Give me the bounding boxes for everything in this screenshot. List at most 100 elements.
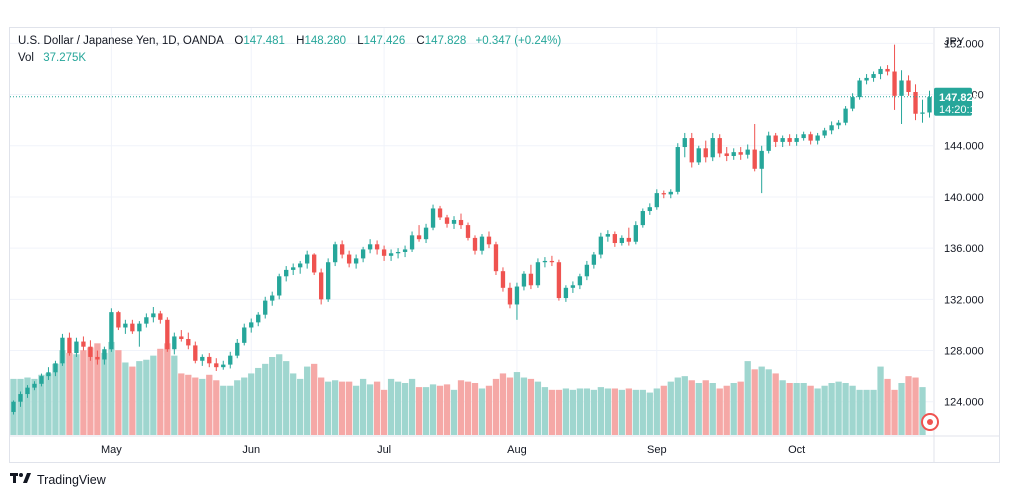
x-tick-label: Aug [507, 444, 527, 456]
candle-body [193, 345, 198, 361]
volume-bar [325, 381, 332, 435]
volume-bar [513, 372, 521, 435]
y-tick-label: 132.000 [944, 294, 984, 306]
candle-body [612, 234, 618, 244]
candle-body [703, 148, 708, 158]
y-tick-label: 124.000 [944, 397, 984, 409]
candle-body [787, 138, 792, 142]
volume-bar [366, 384, 374, 435]
candle-body [892, 71, 897, 96]
volume-bar [520, 377, 528, 435]
volume-bar [304, 366, 311, 435]
x-tick-label: Jul [377, 444, 391, 456]
candle-body [228, 355, 233, 365]
change-value: +0.347 (+0.24%) [475, 35, 562, 47]
high-value: 148.280 [304, 35, 347, 47]
volume-bar [87, 347, 94, 435]
volume-bar [115, 350, 122, 435]
close-label: C [416, 35, 425, 47]
volume-bar [241, 377, 248, 435]
candle-body [864, 77, 869, 81]
candle-body [472, 237, 478, 251]
volume-bar [408, 378, 416, 435]
candle-body [563, 287, 569, 299]
volume-bar [80, 350, 87, 435]
candle-body [647, 207, 652, 212]
candle-body [801, 134, 806, 139]
last-price-value: 147.828 [939, 92, 979, 104]
candle-body [423, 227, 429, 240]
volume-bar [835, 381, 842, 435]
tradingview-brand: TradingView [37, 472, 106, 487]
volume-bar [667, 381, 674, 435]
candle-body [479, 236, 485, 251]
candle-body [88, 346, 93, 357]
volume-bar [52, 363, 59, 435]
volume-bar [318, 377, 325, 435]
candle-body [360, 249, 366, 259]
volume-bar [548, 389, 556, 435]
volume-bar [443, 384, 451, 435]
volume-bar [450, 389, 458, 435]
volume-bar [401, 383, 409, 435]
candle-body [130, 323, 135, 332]
candle-body [437, 208, 443, 218]
volume-bar [639, 389, 646, 435]
candle-body [591, 254, 597, 265]
candle-body [570, 285, 576, 288]
candle-body [95, 356, 100, 360]
volume-bar [101, 352, 108, 435]
candle-body [263, 300, 268, 315]
candle-body [298, 263, 303, 268]
volume-bar [269, 357, 276, 435]
candle-body [367, 244, 373, 250]
candle-body [395, 251, 401, 254]
volume-bar [373, 381, 381, 435]
y-tick-label: 140.000 [944, 192, 984, 204]
candle-body [318, 272, 324, 300]
volume-bar [618, 389, 625, 435]
candle-body [235, 342, 240, 356]
volume-bar [492, 378, 500, 435]
candle-body [500, 271, 506, 288]
candle-body [577, 276, 583, 286]
volume-bar [24, 377, 31, 435]
volume-bar [436, 385, 444, 435]
candle-body [696, 148, 701, 163]
volume-bar [555, 389, 563, 435]
tradingview-footer[interactable]: TradingView [10, 472, 106, 487]
volume-bar [59, 350, 66, 435]
volume-bar [213, 380, 220, 435]
volume-bar [332, 380, 339, 435]
volume-bar [646, 392, 653, 435]
candle-body [857, 80, 862, 98]
volume-bar [709, 383, 716, 435]
volume-bar [345, 381, 353, 435]
candle-body [165, 319, 170, 350]
volume-bar [359, 378, 367, 435]
candle-body [353, 258, 359, 264]
candle-body [39, 376, 44, 384]
candle-body [906, 80, 911, 92]
low-value: 147.426 [363, 35, 406, 47]
candle-body [633, 225, 638, 242]
volume-bar [884, 378, 891, 435]
volume-bar [583, 388, 591, 435]
candle-body [486, 236, 492, 245]
candle-body [458, 219, 464, 226]
volume-bar [856, 389, 863, 435]
volume-bar [569, 389, 577, 435]
candle-body [74, 341, 79, 354]
candle-body [836, 122, 841, 126]
candle-body [885, 68, 890, 72]
candle-body [493, 244, 499, 272]
candle-body [822, 130, 827, 136]
volume-bar [737, 381, 744, 435]
candle-body [430, 208, 436, 228]
candle-body [850, 97, 855, 109]
candle-body [927, 97, 932, 113]
candle-body [11, 401, 16, 412]
candle-body [724, 153, 729, 156]
volume-bar [45, 373, 52, 435]
